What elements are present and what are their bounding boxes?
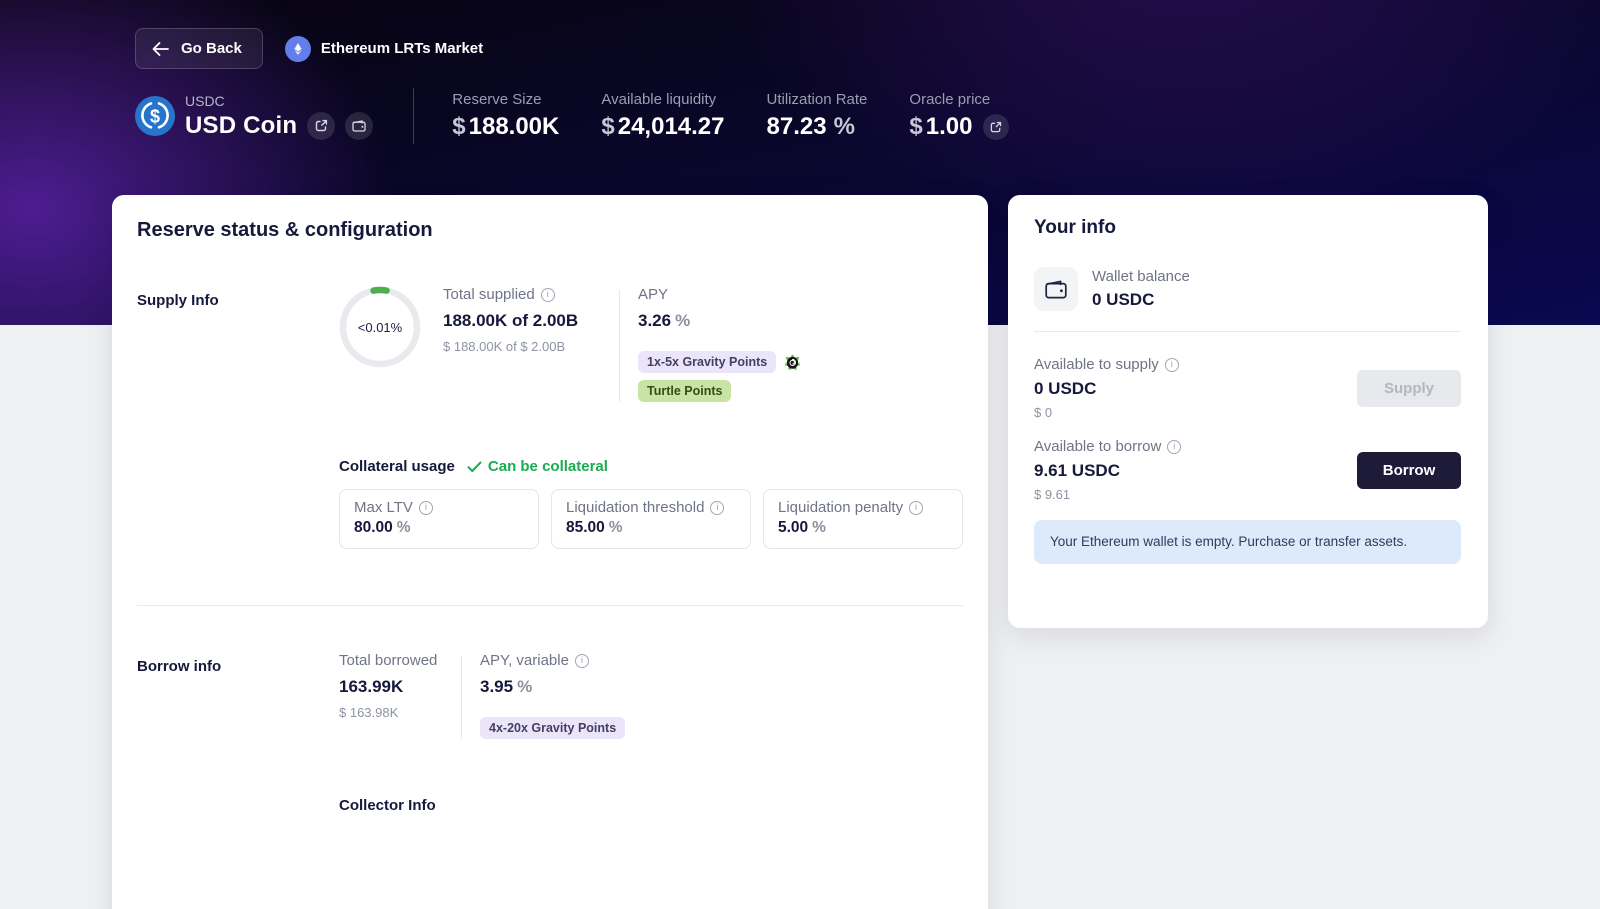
total-borrowed-value: 163.99K [339, 677, 404, 696]
liquidation-threshold-box: Liquidation threshold i 85.00% [551, 489, 751, 549]
usdc-icon: $ [135, 96, 175, 136]
supply-apy-block: APY 3.26% 1x-5x Gravity Points [638, 286, 801, 402]
borrow-apy-label: APY, variable [480, 652, 569, 669]
divider [619, 290, 620, 402]
supply-info-section: Supply Info <0.01% Total supplied i 188.… [137, 286, 963, 402]
info-icon[interactable]: i [540, 287, 555, 302]
info-icon[interactable]: i [574, 653, 589, 668]
asset-symbol: USDC [185, 92, 225, 109]
arrow-left-icon [152, 41, 169, 56]
wallet-icon [352, 119, 366, 132]
divider [1034, 331, 1461, 332]
max-ltv-box: Max LTV i 80.00% [339, 489, 539, 549]
info-icon[interactable]: i [909, 500, 924, 515]
total-borrowed-usd: $ 163.98K [339, 705, 399, 720]
reserve-stats: Reserve Size $188.00K Available liquidit… [452, 91, 1010, 141]
available-to-borrow-row: Available to borrow i 9.61 USDC $ 9.61 B… [1034, 438, 1461, 502]
apy-value: 3.26 [638, 311, 672, 330]
available-to-supply-amount: 0 USDC [1034, 379, 1097, 398]
info-icon[interactable]: i [710, 500, 725, 515]
available-to-supply-label: Available to supply [1034, 356, 1159, 373]
section-divider [137, 605, 963, 606]
available-to-supply-usd: $ 0 [1034, 405, 1053, 420]
empty-wallet-notice: Your Ethereum wallet is empty. Purchase … [1034, 520, 1461, 564]
supply-info-label: Supply Info [137, 292, 219, 309]
wallet-balance-value: 0 USDC [1092, 290, 1155, 309]
stat-reserve-size: Reserve Size $188.00K [452, 91, 560, 140]
turtle-icon [784, 354, 801, 371]
reserve-card-title: Reserve status & configuration [137, 219, 433, 241]
ethereum-icon [284, 35, 311, 62]
borrow-info-label: Borrow info [137, 658, 222, 675]
external-link-icon [315, 119, 328, 132]
total-borrowed-block: Total borrowed 163.99K $ 163.98K [339, 652, 453, 720]
stat-oracle-price: Oracle price $1.00 [909, 91, 1010, 141]
collateral-usage-label: Collateral usage [339, 458, 455, 475]
total-supplied-label: Total supplied [443, 286, 535, 303]
available-to-borrow-amount: 9.61 USDC [1034, 461, 1120, 480]
gravity-points-badge: 1x-5x Gravity Points [638, 351, 777, 373]
market-breadcrumb: Ethereum LRTs Market [284, 35, 484, 62]
asset-name: USD Coin [185, 111, 298, 139]
turtle-points-badge: Turtle Points [638, 380, 732, 402]
gravity-points-badge: 4x-20x Gravity Points [480, 717, 626, 739]
top-bar: Go Back Ethereum LRTs Market [135, 28, 483, 69]
external-link-icon [990, 121, 1002, 133]
total-supplied-value: 188.00K of 2.00B [443, 311, 579, 330]
wallet-icon [1034, 267, 1078, 311]
info-icon[interactable]: i [1167, 439, 1182, 454]
check-icon [467, 461, 482, 473]
apy-label: APY [638, 286, 669, 303]
explorer-link-button[interactable] [307, 111, 336, 140]
your-info-title: Your info [1034, 217, 1116, 238]
borrow-info-section: Borrow info Total borrowed 163.99K $ 163… [137, 652, 963, 739]
supply-utilization-gauge: <0.01% [339, 286, 421, 368]
header-divider [413, 88, 415, 144]
svg-text:$: $ [150, 107, 160, 127]
supply-button[interactable]: Supply [1357, 369, 1461, 407]
borrow-button[interactable]: Borrow [1357, 451, 1461, 489]
available-to-borrow-label: Available to borrow [1034, 438, 1162, 455]
available-to-supply-row: Available to supply i 0 USDC $ 0 Supply [1034, 356, 1461, 420]
reserve-status-card: Reserve status & configuration Supply In… [112, 195, 988, 909]
wallet-balance-label: Wallet balance [1092, 268, 1190, 285]
borrow-apy-value: 3.95 [480, 677, 514, 696]
available-to-borrow-usd: $ 9.61 [1034, 487, 1071, 502]
total-supplied-usd: $ 188.00K of $ 2.00B [443, 339, 566, 354]
borrow-apy-block: APY, variable i 3.95% 4x-20x Gravity Poi… [480, 652, 626, 739]
asset-header: $ USDC USD Coin Reserve Size $188.00K Av… [135, 88, 1010, 144]
collector-info-label: Collector Info [339, 797, 436, 814]
info-icon[interactable]: i [1164, 357, 1179, 372]
go-back-button[interactable]: Go Back [135, 28, 263, 69]
wallet-balance-row: Wallet balance 0 USDC [1034, 267, 1461, 311]
your-info-card: Your info Wallet balance 0 USDC Availabl… [1008, 195, 1488, 628]
gauge-value: <0.01% [357, 319, 403, 335]
stat-available-liquidity: Available liquidity $24,014.27 [601, 91, 725, 140]
oracle-link-button[interactable] [983, 114, 1010, 140]
stat-utilization-rate: Utilization Rate 87.23% [766, 91, 868, 140]
collateral-usage-section: Collateral usage Can be collateral Max L… [339, 458, 963, 549]
market-title: Ethereum LRTs Market [320, 40, 484, 57]
info-icon[interactable]: i [418, 500, 433, 515]
add-to-wallet-button[interactable] [345, 111, 374, 140]
divider [461, 656, 462, 739]
liquidation-penalty-box: Liquidation penalty i 5.00% [763, 489, 963, 549]
total-supplied-block: Total supplied i 188.00K of 2.00B $ 188.… [443, 286, 611, 354]
go-back-label: Go Back [181, 40, 242, 57]
collateral-status: Can be collateral [467, 458, 608, 475]
